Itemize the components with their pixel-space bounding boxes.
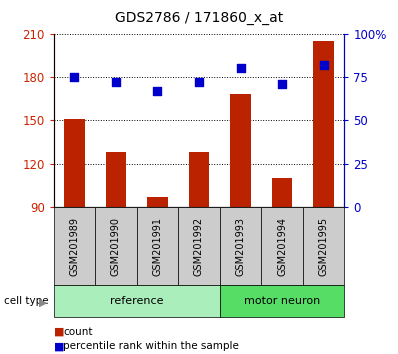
- Point: [71, 74, 78, 80]
- Bar: [230, 95, 251, 207]
- Text: GDS2786 / 171860_x_at: GDS2786 / 171860_x_at: [115, 11, 283, 25]
- Bar: [178, 207, 220, 285]
- Text: GSM201989: GSM201989: [70, 217, 80, 275]
- Point: [196, 79, 202, 85]
- Text: motor neuron: motor neuron: [244, 296, 320, 306]
- Bar: [220, 285, 344, 317]
- Bar: [220, 207, 261, 285]
- Point: [154, 88, 161, 94]
- Bar: [313, 41, 334, 207]
- Point: [237, 65, 244, 71]
- Bar: [147, 197, 168, 207]
- Text: ■: ■: [54, 327, 64, 337]
- Text: GSM201994: GSM201994: [277, 217, 287, 275]
- Text: GSM201990: GSM201990: [111, 217, 121, 275]
- Text: ■: ■: [54, 341, 64, 351]
- Bar: [54, 285, 220, 317]
- Text: ▶: ▶: [39, 298, 47, 308]
- Bar: [303, 207, 344, 285]
- Text: GSM201992: GSM201992: [194, 216, 204, 276]
- Text: count: count: [63, 327, 92, 337]
- Text: percentile rank within the sample: percentile rank within the sample: [63, 341, 239, 351]
- Bar: [189, 152, 209, 207]
- Text: cell type: cell type: [4, 296, 49, 306]
- Text: GSM201995: GSM201995: [318, 216, 328, 276]
- Point: [320, 62, 327, 68]
- Text: GSM201993: GSM201993: [236, 217, 246, 275]
- Bar: [137, 207, 178, 285]
- Bar: [261, 207, 303, 285]
- Bar: [95, 207, 137, 285]
- Bar: [54, 207, 95, 285]
- Point: [279, 81, 285, 87]
- Point: [113, 79, 119, 85]
- Bar: [64, 119, 85, 207]
- Text: GSM201991: GSM201991: [152, 217, 162, 275]
- Bar: [105, 152, 126, 207]
- Bar: [271, 178, 293, 207]
- Text: reference: reference: [110, 296, 164, 306]
